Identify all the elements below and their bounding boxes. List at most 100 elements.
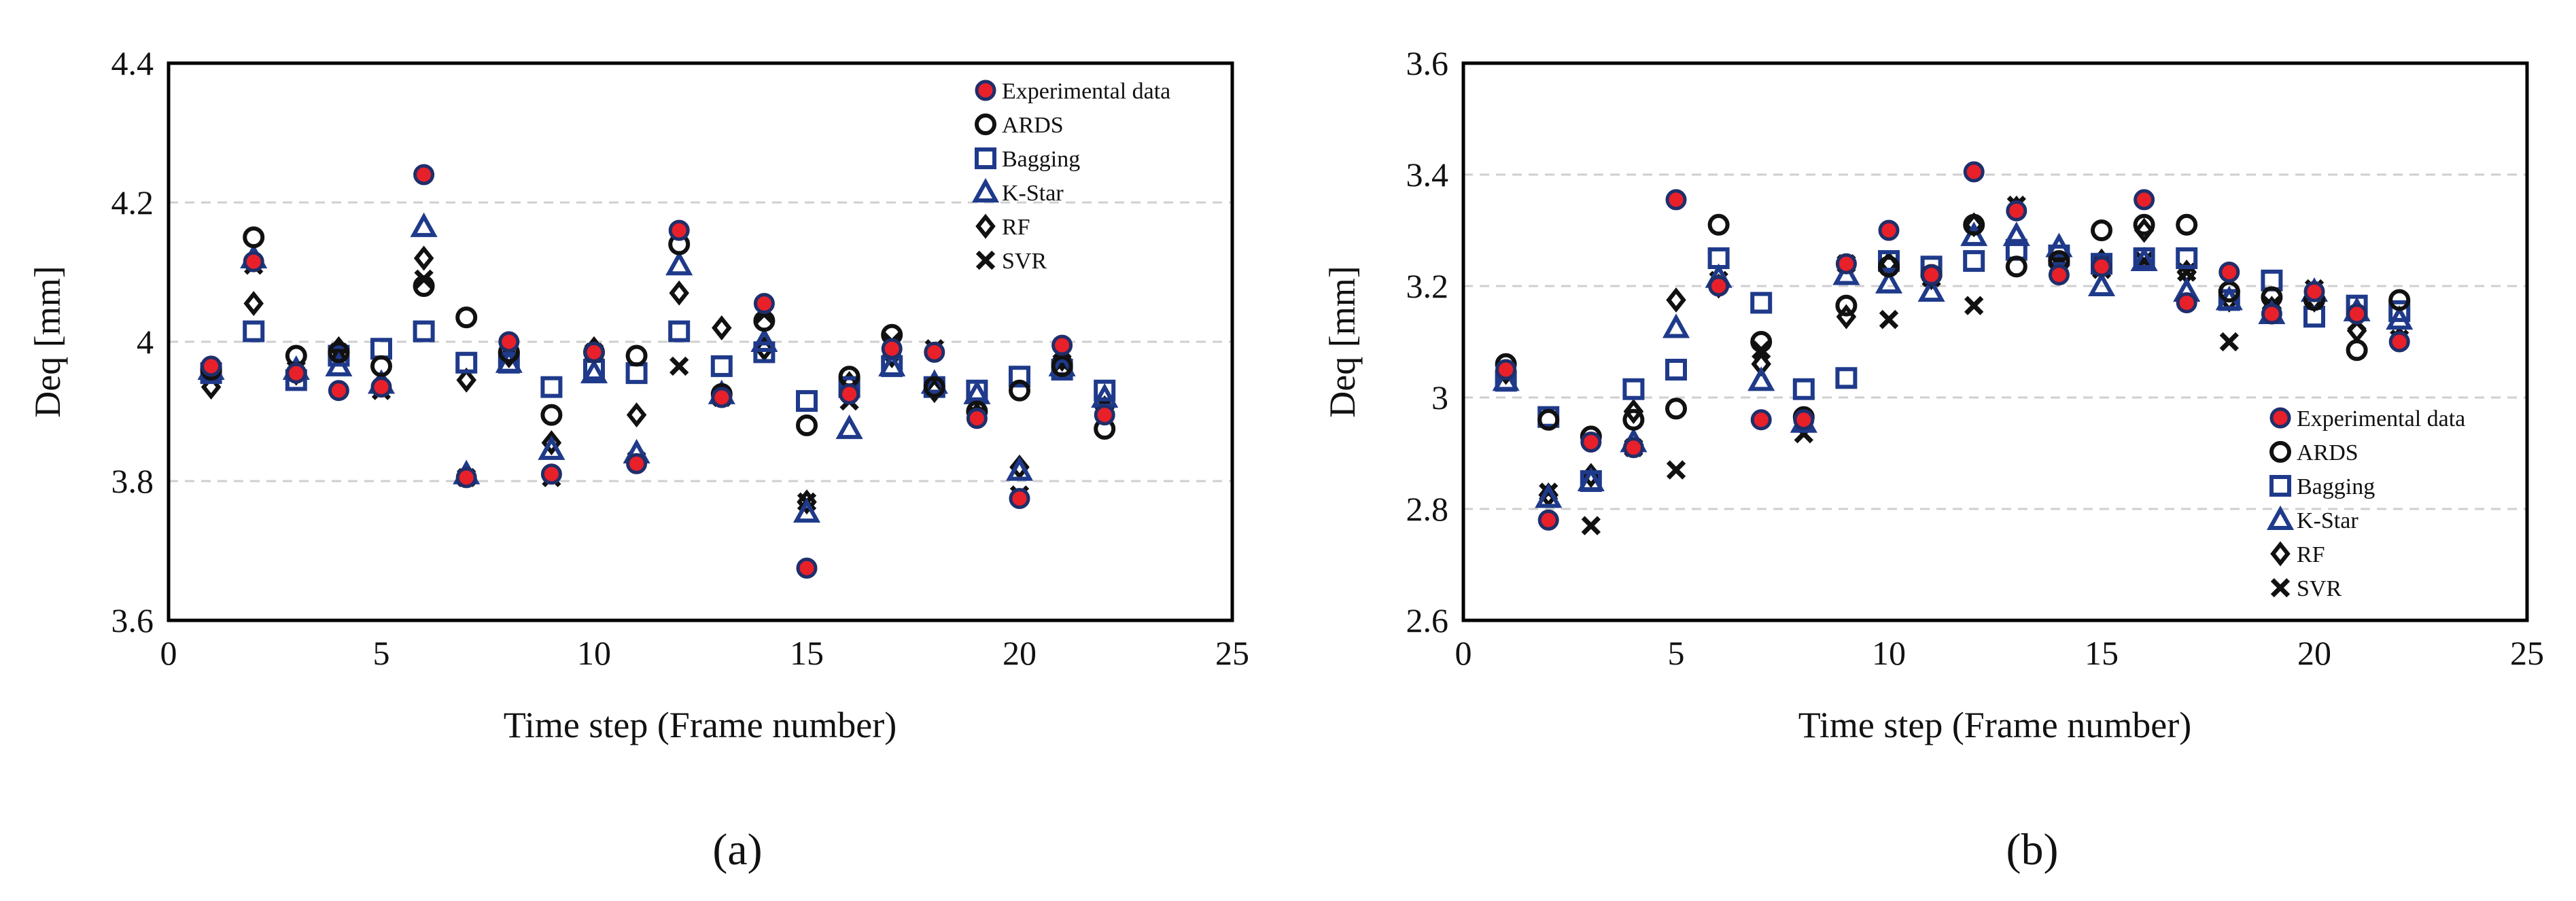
data-point — [923, 376, 945, 398]
panel-b: 2.6 2.8 3 3.2 3.4 3.6 0 5 10 15 20 25 Deq [mm] Tim… — [1322, 44, 2544, 874]
data-point — [370, 355, 392, 377]
data-point — [243, 320, 265, 342]
x-tick-label: 5 — [373, 634, 390, 672]
y-tick-label: 3.2 — [1406, 267, 1449, 305]
data-point — [2388, 289, 2411, 311]
data-point — [498, 331, 520, 353]
data-point — [455, 306, 478, 329]
data-point — [541, 430, 562, 456]
data-point — [1665, 359, 1687, 381]
series-experimental-data — [201, 164, 1115, 579]
data-point — [2388, 300, 2411, 322]
data-point — [2176, 247, 2198, 269]
data-point — [1921, 264, 1943, 286]
data-point — [668, 320, 691, 342]
legend-marker — [2270, 578, 2291, 598]
data-point — [2218, 289, 2240, 311]
y-tick-label: 3.6 — [111, 601, 154, 639]
data-point — [796, 414, 818, 436]
data-point — [1707, 213, 1730, 236]
data-point — [201, 355, 222, 377]
data-point — [1708, 275, 1730, 297]
data-point — [1750, 292, 1773, 314]
legend-label: SVR — [2297, 576, 2342, 601]
data-point — [1835, 367, 1858, 389]
data-point — [1666, 287, 1686, 313]
data-point — [243, 251, 264, 272]
data-point — [1963, 161, 1985, 183]
data-point — [1622, 378, 1645, 400]
data-point — [920, 369, 948, 394]
data-point — [1835, 253, 1857, 275]
panel-label-a: (a) — [712, 825, 762, 874]
data-point — [1580, 431, 1602, 453]
legend-label: RF — [2297, 542, 2325, 567]
y-tick-label: 4.2 — [111, 183, 154, 222]
data-point — [2005, 255, 2027, 278]
plot-area-frame — [167, 61, 1234, 622]
data-point — [413, 275, 435, 297]
data-point — [455, 351, 478, 374]
data-point — [1537, 408, 1560, 431]
data-point — [2346, 339, 2368, 361]
data-point — [2303, 281, 2325, 302]
data-point — [1009, 488, 1030, 510]
data-point — [669, 280, 689, 306]
data-point — [754, 336, 775, 361]
data-point — [1792, 378, 1815, 400]
data-point — [835, 414, 863, 440]
data-point — [1009, 366, 1030, 388]
legend-item: ARDS — [975, 113, 1064, 138]
legend-label: Bagging — [2297, 474, 2375, 499]
data-point — [924, 341, 945, 363]
data-point — [966, 408, 988, 429]
legend-label: K-Star — [1002, 181, 1064, 206]
y-axis-tick-labels: 3.6 3.8 4 4.2 4.4 — [111, 44, 154, 639]
y-axis-tick-labels: 2.6 2.8 3 3.2 3.4 3.6 — [1406, 44, 1449, 639]
data-point — [498, 351, 520, 374]
data-point — [1960, 222, 1988, 247]
legend-item: ARDS — [2269, 440, 2359, 465]
data-point — [328, 341, 350, 364]
data-point — [1094, 404, 1115, 426]
data-point — [1622, 408, 1645, 431]
data-point — [625, 344, 648, 367]
legend: Experimental data ARDS Bagging K-Star RF SVR — [2266, 406, 2465, 601]
data-point — [1580, 470, 1602, 492]
data-point — [626, 402, 647, 428]
y-tick-label: 3.4 — [1406, 156, 1449, 194]
data-point — [2218, 281, 2240, 303]
legend-marker — [2270, 541, 2291, 567]
data-point — [2218, 262, 2240, 283]
legend-marker — [2269, 475, 2291, 497]
data-point — [966, 379, 988, 402]
data-point — [669, 356, 689, 376]
legend-item: RF — [975, 213, 1030, 240]
data-point — [1666, 460, 1686, 480]
data-point — [285, 362, 307, 384]
data-point — [1917, 277, 1945, 302]
data-point — [2048, 264, 2070, 286]
legend-item: K-Star — [971, 177, 1064, 206]
x-tick-label: 20 — [1003, 634, 1037, 672]
legend-item: Bagging — [2269, 474, 2375, 499]
x-tick-label: 25 — [1215, 634, 1249, 672]
x-axis-tick-labels: 0 5 10 15 20 25 — [160, 634, 1250, 672]
data-point — [711, 387, 733, 408]
series-bagging — [1495, 238, 2411, 492]
data-point — [243, 226, 265, 249]
y-tick-label: 3.8 — [111, 462, 154, 500]
data-point — [668, 219, 690, 241]
data-point — [2261, 303, 2282, 325]
data-point — [665, 251, 693, 276]
data-point — [413, 245, 434, 271]
data-point — [540, 404, 563, 426]
y-tick-label: 3.6 — [1406, 44, 1449, 82]
legend-marker — [975, 250, 996, 270]
data-point — [2091, 255, 2112, 277]
data-point — [410, 212, 438, 237]
data-point — [413, 320, 435, 342]
y-axis-title: Deq [mm] — [1322, 266, 1363, 417]
data-point — [2091, 219, 2112, 241]
data-point — [2346, 303, 2368, 325]
